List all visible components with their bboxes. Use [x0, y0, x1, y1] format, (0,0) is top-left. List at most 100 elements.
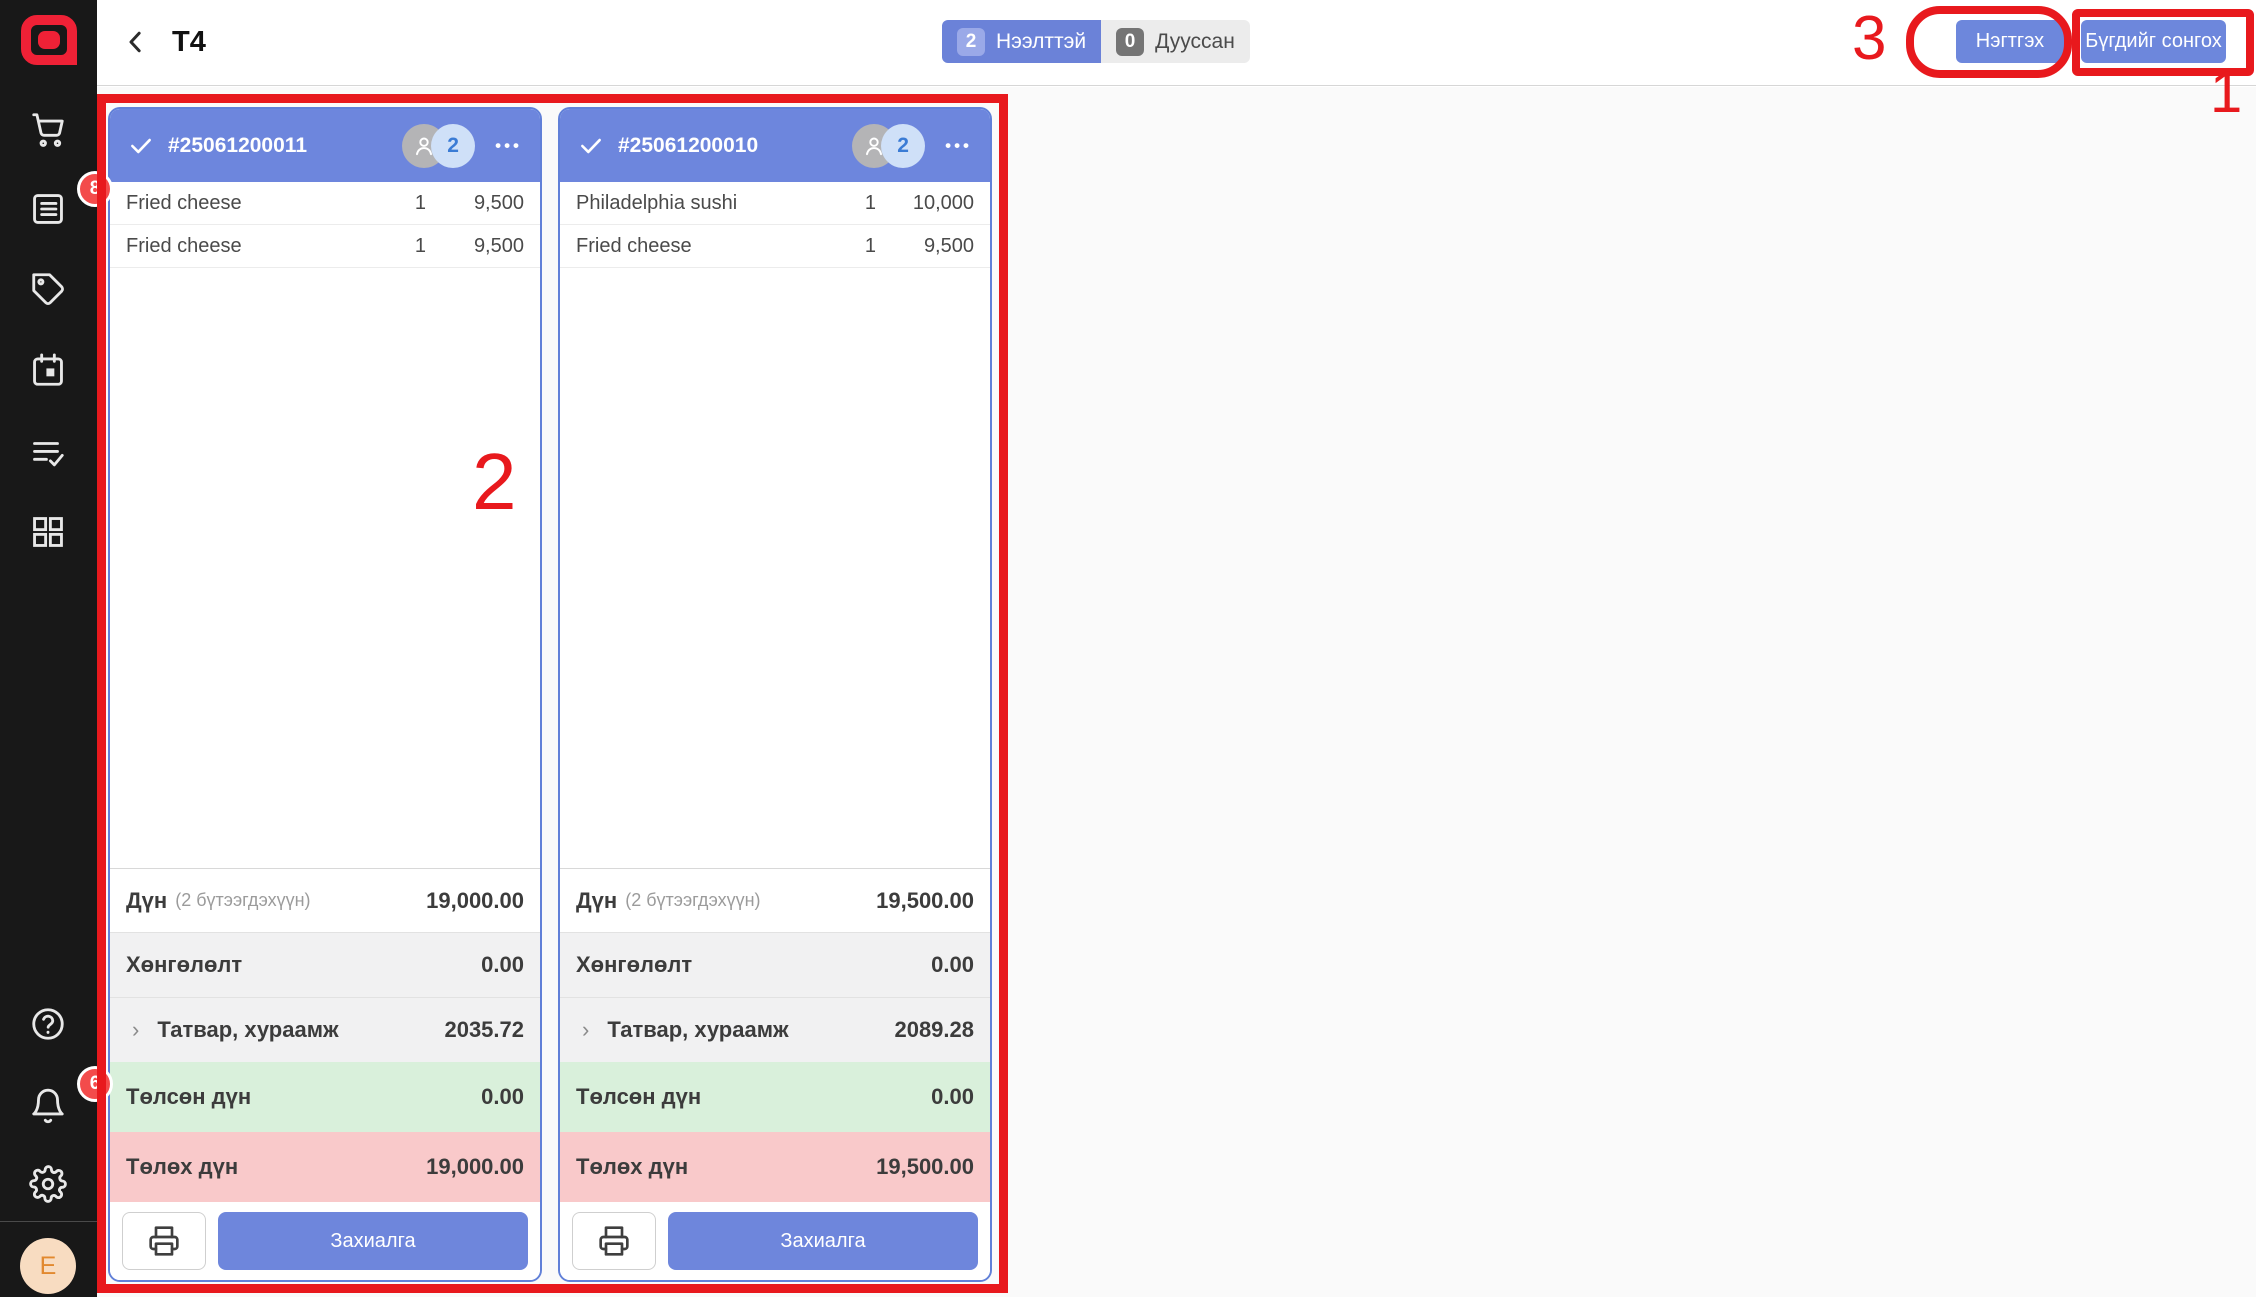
paid-row: Төлсөн дүн 0.00 — [110, 1062, 540, 1132]
card-footer: Захиалга — [110, 1202, 540, 1280]
order-card-header[interactable]: #25061200011 2 ••• — [110, 109, 540, 182]
due-row: Төлөх дүн 19,500.00 — [560, 1132, 990, 1202]
card-footer: Захиалга — [560, 1202, 990, 1280]
total-label: Дүн — [126, 887, 168, 913]
tax-label: Татвар, хураамж — [157, 1017, 339, 1042]
order-card: #25061200010 2 ••• Philadelphia sushi 1 … — [558, 107, 992, 1282]
app-logo-icon[interactable] — [21, 15, 77, 65]
gear-icon[interactable] — [29, 1165, 67, 1203]
tax-row[interactable]: › Татвар, хураамж 2089.28 — [560, 997, 990, 1062]
more-options-icon[interactable]: ••• — [495, 135, 522, 155]
more-options-icon[interactable]: ••• — [945, 135, 972, 155]
discount-row: Хөнгөлөлт 0.00 — [560, 932, 990, 997]
discount-row: Хөнгөлөлт 0.00 — [110, 932, 540, 997]
bell-icon[interactable] — [29, 1087, 67, 1125]
discount-label: Хөнгөлөлт — [576, 952, 693, 977]
item-name: Fried cheese — [126, 191, 242, 214]
print-button[interactable] — [122, 1212, 206, 1270]
order-item-row[interactable]: Philadelphia sushi 1 10,000 — [560, 182, 990, 225]
due-label: Төлөх дүн — [576, 1154, 689, 1179]
tasks-icon[interactable] — [29, 434, 67, 472]
calendar-icon[interactable] — [29, 351, 67, 389]
back-button[interactable] — [118, 24, 154, 60]
guest-count-badge: 2 — [431, 123, 476, 168]
card-spacer — [110, 268, 540, 868]
status-tabs: 2 Нээлттэй 0 Дууссан — [942, 20, 1250, 63]
tax-value: 2089.28 — [894, 1017, 974, 1042]
guest-avatars: 2 — [402, 123, 476, 168]
notification-badge: 6 — [77, 1066, 113, 1102]
tab-open-count: 2 — [957, 27, 985, 56]
user-avatar[interactable]: E — [20, 1238, 76, 1294]
cart-icon[interactable] — [29, 110, 67, 148]
tab-open[interactable]: 2 Нээлттэй — [942, 20, 1102, 63]
total-value: 19,500.00 — [876, 887, 974, 913]
paid-row: Төлсөн дүн 0.00 — [560, 1062, 990, 1132]
tax-row[interactable]: › Татвар, хураамж 2035.72 — [110, 997, 540, 1062]
card-spacer — [560, 268, 990, 868]
print-button[interactable] — [572, 1212, 656, 1270]
order-number: #25061200010 — [618, 133, 759, 157]
total-note: (2 бүтээгдэхүүн) — [625, 890, 761, 910]
discount-value: 0.00 — [481, 952, 524, 977]
grid-icon[interactable] — [29, 513, 67, 551]
due-value: 19,500.00 — [876, 1154, 974, 1179]
tab-open-label: Нээлттэй — [996, 29, 1087, 53]
order-number: #25061200011 — [168, 133, 307, 157]
due-value: 19,000.00 — [426, 1154, 524, 1179]
merge-button[interactable]: Нэгтгэх — [1956, 20, 2064, 63]
due-label: Төлөх дүн — [126, 1154, 239, 1179]
select-all-button[interactable]: Бүгдийг сонгох — [2081, 20, 2226, 63]
discount-label: Хөнгөлөлт — [126, 952, 243, 977]
help-icon[interactable] — [29, 1005, 67, 1043]
item-price: 10,000 — [912, 191, 974, 214]
order-item-row[interactable]: Fried cheese 1 9,500 — [110, 182, 540, 225]
chevron-left-icon — [129, 31, 141, 53]
item-price: 9,500 — [473, 191, 524, 214]
total-row: Дүн (2 бүтээгдэхүүн) 19,000.00 — [110, 868, 540, 932]
order-card-header[interactable]: #25061200010 2 ••• — [560, 109, 990, 182]
tab-finished-count: 0 — [1116, 27, 1145, 56]
order-button[interactable]: Захиалга — [218, 1212, 528, 1270]
item-price: 9,500 — [923, 234, 974, 257]
order-button[interactable]: Захиалга — [668, 1212, 978, 1270]
item-name: Philadelphia sushi — [576, 191, 738, 214]
order-card: #25061200011 2 ••• Fried cheese 1 9,500 … — [108, 107, 542, 1282]
order-item-row[interactable]: Fried cheese 1 9,500 — [110, 225, 540, 268]
total-row: Дүн (2 бүтээгдэхүүн) 19,500.00 — [560, 868, 990, 932]
chevron-right-icon: › — [132, 1017, 140, 1042]
item-price: 9,500 — [473, 234, 524, 257]
total-label: Дүн — [576, 887, 618, 913]
tab-finished-label: Дууссан — [1155, 29, 1235, 53]
tax-label: Татвар, хураамж — [607, 1017, 789, 1042]
tag-icon[interactable] — [29, 270, 67, 308]
order-list-badge: 8 — [77, 171, 113, 207]
paid-label: Төлсөн дүн — [126, 1084, 252, 1109]
guest-avatars: 2 — [852, 123, 926, 168]
item-qty: 1 — [864, 234, 876, 257]
order-item-row[interactable]: Fried cheese 1 9,500 — [560, 225, 990, 268]
discount-value: 0.00 — [931, 952, 974, 977]
printer-icon — [599, 1226, 629, 1256]
printer-icon — [149, 1226, 179, 1256]
guest-count-badge: 2 — [881, 123, 926, 168]
paid-value: 0.00 — [481, 1084, 524, 1109]
order-list-icon[interactable] — [29, 190, 67, 228]
item-name: Fried cheese — [576, 234, 692, 257]
check-icon[interactable] — [578, 133, 604, 159]
item-name: Fried cheese — [126, 234, 242, 257]
item-qty: 1 — [414, 234, 426, 257]
item-qty: 1 — [414, 191, 426, 214]
paid-label: Төлсөн дүн — [576, 1084, 702, 1109]
total-note: (2 бүтээгдэхүүн) — [175, 890, 311, 910]
tax-value: 2035.72 — [444, 1017, 524, 1042]
page-title: T4 — [172, 26, 206, 58]
tab-finished[interactable]: 0 Дууссан — [1101, 20, 1250, 63]
sidebar: 8 6 E — [0, 0, 113, 1297]
check-icon[interactable] — [128, 133, 154, 159]
item-qty: 1 — [864, 191, 876, 214]
paid-value: 0.00 — [931, 1084, 974, 1109]
chevron-right-icon: › — [582, 1017, 590, 1042]
due-row: Төлөх дүн 19,000.00 — [110, 1132, 540, 1202]
